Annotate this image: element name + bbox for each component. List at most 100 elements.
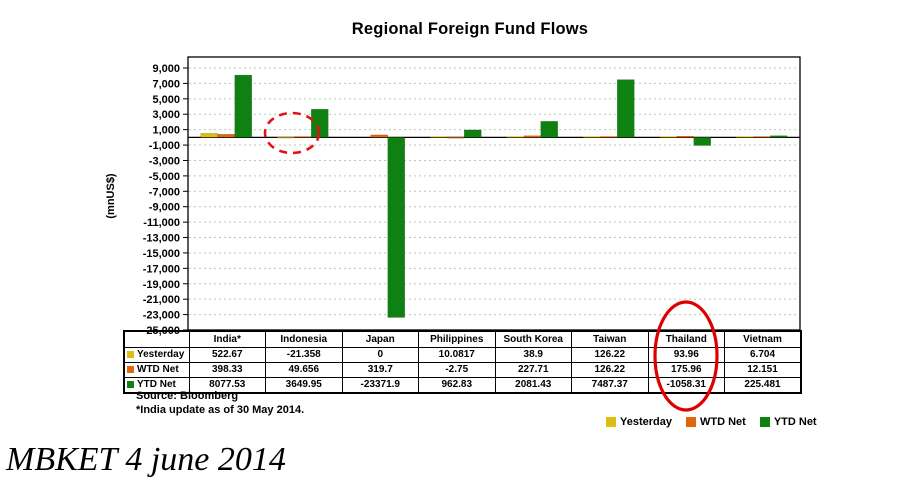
table-cell: 8077.53 [188, 377, 266, 394]
y-tick-label: 7,000 [152, 78, 180, 90]
chart-legend: Yesterday WTD Net YTD Net [606, 416, 817, 428]
table-cell: 93.96 [647, 347, 725, 363]
table-cell: 49.656 [265, 362, 343, 378]
table-cell: 12.151 [724, 362, 802, 378]
bar-philippines-yesterday [430, 136, 448, 138]
table-cell: 398.33 [188, 362, 266, 378]
source-line: Source: Bloomberg [136, 390, 239, 402]
column-header-vietnam: Vietnam [724, 330, 802, 348]
series-color-swatch [127, 366, 134, 373]
table-cell: 522.67 [188, 347, 266, 363]
y-tick-label: -13,000 [143, 233, 180, 245]
y-tick-label: 3,000 [152, 109, 180, 121]
table-row-wtd-net: WTD Net 398.33 49.656 319.7 -2.75 227.71 126.2… [123, 362, 802, 378]
y-tick-label: -1,000 [149, 140, 180, 152]
bar-philippines-ytd-net [464, 129, 482, 138]
legend-label: YTD Net [773, 416, 817, 428]
source-note: Source: Bloomberg *India update as of 30… [136, 390, 304, 417]
y-tick-label: 5,000 [152, 94, 180, 106]
y-tick-label: -5,000 [149, 171, 180, 183]
y-tick-label: -7,000 [149, 186, 180, 198]
legend-label: Yesterday [620, 416, 672, 428]
bar-taiwan-wtd-net [600, 136, 618, 138]
row-label-wtd-net: WTD Net [123, 362, 190, 378]
y-tick-label: -19,000 [143, 279, 180, 291]
legend-label: WTD Net [699, 416, 746, 428]
y-tick-label: -17,000 [143, 263, 180, 275]
bar-indonesia-yesterday [277, 137, 295, 139]
bar-thailand-wtd-net [676, 135, 694, 138]
table-cell: -23371.9 [341, 377, 419, 394]
column-header-philippines: Philippines [418, 330, 496, 348]
bar-indonesia-ytd-net [311, 108, 329, 138]
bar-india-ytd-net [234, 74, 252, 138]
table-row-yesterday: Yesterday 522.67 -21.358 0 10.0817 38.9 126.22… [123, 347, 802, 363]
table-cell: 126.22 [571, 347, 649, 363]
table-cell: -2.75 [418, 362, 496, 378]
y-tick-label: -9,000 [149, 202, 180, 214]
table-cell: 7487.37 [571, 377, 649, 394]
bar-thailand-ytd-net [693, 137, 711, 146]
column-header-taiwan: Taiwan [571, 330, 649, 348]
y-axis-title: (mnUS$) [105, 173, 117, 219]
table-cell: -21.358 [265, 347, 343, 363]
bar-japan-wtd-net [370, 134, 388, 138]
table-cell: 962.83 [418, 377, 496, 394]
table-cell: 2081.43 [494, 377, 572, 394]
legend-item-wtd-net: WTD Net [685, 416, 746, 428]
bar-vietnam-yesterday [736, 136, 754, 138]
table-cell: 175.96 [647, 362, 725, 378]
table-cell: 38.9 [494, 347, 572, 363]
y-tick-label: 9,000 [152, 63, 180, 75]
table-corner-cell [123, 330, 190, 348]
bar-thailand-yesterday [659, 136, 677, 138]
column-header-japan: Japan [341, 330, 419, 348]
y-tick-label: -3,000 [149, 155, 180, 167]
bar-japan-ytd-net [387, 137, 405, 318]
y-tick-label: 1,000 [152, 125, 180, 137]
table-header-row: India* Indonesia Japan Philippines South Kor… [123, 330, 802, 348]
legend-item-ytd-net: YTD Net [759, 416, 817, 428]
column-header-thailand: Thailand [647, 330, 725, 348]
bar-south-korea-wtd-net [523, 135, 541, 138]
annotation-dashed-ellipse-indonesia [263, 111, 321, 155]
column-header-indonesia: Indonesia [265, 330, 343, 348]
column-header-south-korea: South Korea [494, 330, 572, 348]
bar-indonesia-wtd-net [294, 136, 312, 138]
series-color-swatch [127, 381, 134, 388]
column-header-india: India* [188, 330, 266, 348]
table-cell: 319.7 [341, 362, 419, 378]
bar-taiwan-yesterday [583, 136, 601, 138]
table-cell: 6.704 [724, 347, 802, 363]
row-label-ytd-net: YTD Net [123, 377, 190, 394]
table-cell: -1058.31 [647, 377, 725, 394]
legend-swatch-icon [606, 417, 616, 427]
chart-title: Regional Foreign Fund Flows [351, 20, 589, 38]
y-tick-label: -11,000 [143, 217, 180, 229]
plot-area [188, 57, 800, 330]
bar-vietnam-ytd-net [770, 135, 788, 138]
bar-south-korea-yesterday [506, 136, 524, 138]
table-cell: 126.22 [571, 362, 649, 378]
y-tick-label: -21,000 [143, 294, 180, 306]
report-footer-title: MBKET 4 june 2014 [6, 441, 286, 478]
series-color-swatch [127, 351, 134, 358]
table-cell: 10.0817 [418, 347, 496, 363]
fund-flows-data-table: India* Indonesia Japan Philippines South Kor… [123, 330, 802, 394]
legend-swatch-icon [759, 417, 770, 427]
bar-india-yesterday [200, 133, 218, 138]
table-cell: 225.481 [724, 377, 802, 394]
bar-south-korea-ytd-net [540, 121, 558, 138]
bar-vietnam-wtd-net [753, 136, 771, 138]
bar-philippines-wtd-net [447, 137, 465, 139]
row-label-yesterday: Yesterday [123, 347, 190, 363]
y-tick-label: -15,000 [143, 248, 180, 260]
y-tick-label: -23,000 [143, 310, 180, 322]
legend-item-yesterday: Yesterday [606, 416, 672, 428]
table-cell: 0 [341, 347, 419, 363]
bar-india-wtd-net [217, 134, 235, 138]
india-update-note: *India update as of 30 May 2014. [136, 403, 305, 416]
bar-taiwan-ytd-net [617, 79, 635, 138]
table-cell: 227.71 [494, 362, 572, 378]
